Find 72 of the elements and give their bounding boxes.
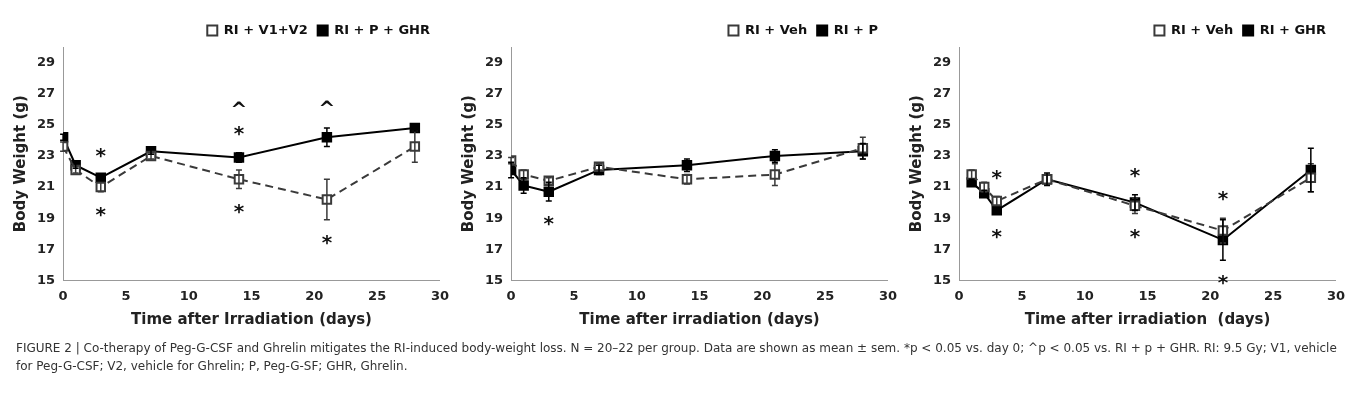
y-tick-label: 25: [37, 116, 56, 132]
x-tick-label: 25: [368, 287, 387, 303]
annotation: *: [95, 142, 107, 167]
annotation: *: [233, 198, 245, 223]
y-tick-label: 15: [485, 271, 504, 287]
annotation: ^: [318, 96, 336, 121]
x-tick-label: 5: [569, 287, 579, 303]
annotation: *: [991, 223, 1003, 248]
x-tick-label: 5: [121, 287, 131, 303]
x-tick-label: 15: [690, 287, 709, 303]
x-tick-label: 20: [753, 287, 772, 303]
annotation: *: [1217, 186, 1229, 211]
annotation: *: [1129, 223, 1141, 248]
x-tick-label: 10: [179, 287, 198, 303]
x-tick-label: 30: [878, 287, 897, 303]
x-tick-label: 25: [816, 287, 835, 303]
x-tick-label: 10: [627, 287, 646, 303]
x-axis-title: Time after irradiation (days): [1024, 309, 1271, 328]
y-tick-label: 29: [933, 53, 952, 69]
y-tick-label: 27: [485, 85, 504, 101]
legend-label: RI + P: [833, 21, 879, 37]
legend-label: RI + Veh: [744, 21, 808, 37]
y-tick-label: 19: [485, 209, 504, 225]
y-tick-label: 15: [37, 271, 56, 287]
x-tick-label: 30: [430, 287, 449, 303]
legend-label: RI + GHR: [1259, 21, 1327, 37]
y-tick-label: 23: [933, 147, 952, 163]
y-tick-label: 19: [37, 209, 56, 225]
y-tick-label: 27: [37, 85, 56, 101]
y-axis-title: Body Weight (g): [458, 95, 477, 233]
x-tick-label: 5: [1017, 287, 1027, 303]
annotation: *: [543, 211, 555, 236]
annotation: *: [991, 164, 1003, 189]
legend-label: RI + Veh: [1170, 21, 1234, 37]
y-tick-label: 21: [485, 178, 504, 194]
caption: FIGURE 2 | Co-therapy of Peg-G-CSF and Ghrelin mitigates the RI-induced body-weight loss. N = 20–22 per group. Data are shown as mean ± sem. *p < 0.05 vs. day 0; ^p < 0.05 vs. RI + p + GHR. RI: 9.5 Gy; V1, vehicle for Peg-G-CSF; V2, vehicle for Ghrelin; P, Peg-G-SF; GHR, Ghrelin.: [15, 340, 1338, 375]
y-tick-label: 25: [485, 116, 504, 132]
annotation: *: [95, 201, 107, 226]
y-tick-label: 27: [933, 85, 952, 101]
y-axis-title: Body Weight (g): [906, 95, 925, 233]
x-tick-label: 10: [1075, 287, 1094, 303]
y-tick-label: 17: [933, 240, 952, 256]
y-tick-label: 19: [933, 209, 952, 225]
legend-label: RI + V1+V2: [223, 21, 308, 37]
annotation: ^: [230, 97, 248, 122]
x-axis-title: Time after Irradiation (days): [131, 309, 372, 328]
y-tick-label: 25: [933, 116, 952, 132]
x-tick-label: 20: [1201, 287, 1220, 303]
y-tick-label: 17: [37, 240, 56, 256]
y-axis-title: Body Weight (g): [10, 95, 29, 233]
y-tick-label: 17: [485, 240, 504, 256]
annotation: *: [233, 121, 245, 146]
x-tick-label: 15: [242, 287, 261, 303]
x-tick-label: 25: [1264, 287, 1283, 303]
point: [518, 180, 529, 191]
y-tick-label: 29: [37, 53, 56, 69]
legend-label: RI + P + GHR: [334, 21, 430, 37]
y-tick-label: 29: [485, 53, 504, 69]
annotation: *: [1129, 163, 1141, 188]
y-tick-label: 15: [933, 271, 952, 287]
annotation: *: [321, 229, 333, 254]
x-tick-label: 0: [58, 287, 68, 303]
x-axis-title: Time after irradiation (days): [579, 309, 820, 328]
x-tick-label: 20: [305, 287, 324, 303]
y-tick-label: 21: [37, 178, 56, 194]
y-tick-label: 23: [485, 147, 504, 163]
y-tick-label: 21: [933, 178, 952, 194]
x-tick-label: 30: [1326, 287, 1345, 303]
y-tick-label: 23: [37, 147, 56, 163]
x-tick-label: 0: [506, 287, 516, 303]
x-tick-label: 0: [954, 287, 964, 303]
x-tick-label: 15: [1138, 287, 1157, 303]
